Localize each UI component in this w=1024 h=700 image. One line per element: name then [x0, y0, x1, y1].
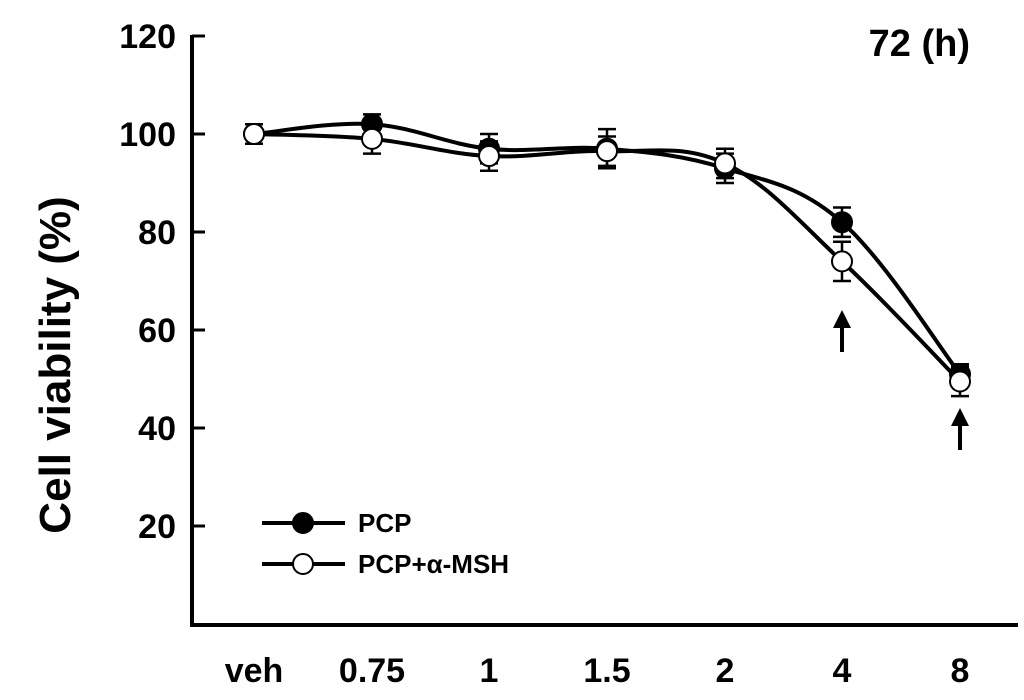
y-tick-label: 80: [138, 214, 176, 252]
series-layer: [243, 113, 971, 398]
legend: PCP PCP+α-MSH: [262, 508, 509, 579]
x-tick-label: 1.5: [583, 652, 630, 690]
y-tick-label: 20: [138, 508, 176, 546]
arrow-annotation: [951, 408, 969, 450]
axes: [190, 35, 1018, 627]
data-point-pcp-msh: [361, 127, 383, 150]
x-tick-label: 8: [951, 652, 970, 690]
legend-label-pcp-msh: PCP+α-MSH: [358, 549, 509, 579]
x-tick-label: 0.75: [339, 652, 405, 690]
arrow-head: [951, 408, 969, 426]
data-point-pcp-msh: [714, 152, 736, 175]
legend-label-pcp: PCP: [358, 508, 411, 538]
arrows: [833, 310, 969, 450]
y-axis-ticks: 20 40 60 80 100 120: [119, 18, 205, 546]
x-tick-label: 2: [716, 652, 735, 690]
data-point-pcp-msh: [243, 123, 265, 145]
y-tick-label: 40: [138, 410, 176, 448]
time-annotation: 72 (h): [869, 23, 970, 65]
x-axis-ticks: veh 0.75 1 1.5 2 4 8: [225, 652, 970, 690]
x-tick-label: 4: [833, 652, 852, 690]
data-point-pcp-msh: [831, 250, 853, 273]
arrow-annotation: [833, 310, 851, 352]
series-line-pcp-msh: [253, 132, 962, 383]
y-axis-label: Cell viability (%): [31, 196, 80, 533]
data-point-pcp-msh: [949, 370, 971, 393]
y-tick-label: 60: [138, 312, 176, 350]
legend-marker-pcp-msh: [292, 553, 314, 575]
x-tick-label: veh: [225, 652, 284, 690]
data-point-pcp-msh: [478, 145, 500, 168]
x-tick-label: 1: [480, 652, 499, 690]
series-pcp-msh: [243, 122, 971, 398]
data-point-pcp: [831, 211, 853, 234]
data-point-pcp-msh: [596, 140, 618, 163]
legend-marker-pcp: [292, 512, 314, 534]
y-tick-label: 120: [119, 18, 176, 56]
arrow-head: [833, 310, 851, 328]
y-tick-label: 100: [119, 116, 176, 154]
